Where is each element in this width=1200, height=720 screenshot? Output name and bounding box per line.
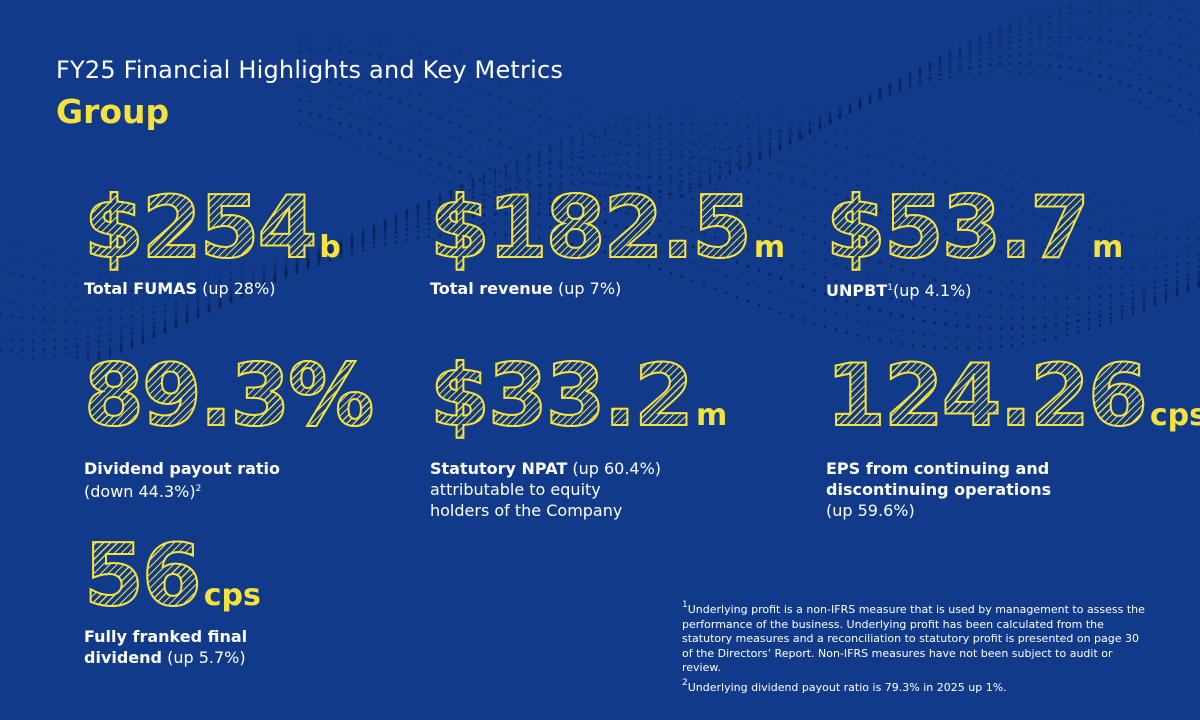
metric-value-row: 124.26 cps bbox=[825, 346, 1200, 446]
metric-value: $182.5 bbox=[429, 178, 753, 278]
metric-label-bold-line2: dividend bbox=[84, 648, 162, 667]
page-subtitle: Group bbox=[56, 92, 170, 131]
metric-value-row: $33.2 m bbox=[429, 346, 770, 446]
metric-label-bold: UNPBT bbox=[826, 281, 888, 300]
metric-label-bold: Fully franked final bbox=[84, 627, 248, 646]
metric-statutory-npat: $33.2 m Statutory NPAT (up 60.4%) attribu… bbox=[429, 346, 770, 521]
metric-label: Total FUMAS (up 28%) bbox=[84, 278, 424, 299]
metric-value-row: 56 cps bbox=[83, 526, 424, 626]
metric-label-rest: (up 60.4%) bbox=[567, 459, 662, 478]
footnote-2: 2Underlying dividend payout ratio is 79.… bbox=[682, 676, 1152, 696]
metric-value: $254 bbox=[83, 178, 318, 278]
metric-dividend-payout-ratio: 89.3% Dividend payout ratio (down 44.3%)… bbox=[83, 346, 424, 502]
metric-label: UNPBT1(up 4.1%) bbox=[826, 278, 1166, 301]
metric-label-line3: (up 59.6%) bbox=[826, 501, 915, 520]
metric-value-row: $254 b bbox=[83, 178, 424, 278]
metric-label-bold: Total FUMAS bbox=[84, 279, 198, 298]
footnote-1-text: Underlying profit is a non-IFRS measure … bbox=[682, 603, 1145, 674]
metric-unit: m bbox=[1092, 230, 1124, 265]
metric-label-bold: Dividend payout ratio bbox=[84, 459, 280, 478]
metric-value: 124.26 bbox=[825, 346, 1149, 446]
footnote-marker-1: 1 bbox=[682, 600, 688, 610]
metric-label: Fully franked final dividend (up 5.7%) bbox=[84, 626, 424, 668]
metric-label: Total revenue (up 7%) bbox=[430, 278, 770, 299]
metric-value: 89.3% bbox=[83, 346, 375, 446]
metric-value: 56 bbox=[83, 526, 203, 626]
metric-label-line2: (down 44.3%) bbox=[84, 482, 196, 501]
metric-unit: cps bbox=[203, 578, 261, 613]
metric-label-rest: (up 28%) bbox=[197, 279, 276, 298]
dot-pattern bbox=[0, 0, 1200, 361]
metric-label-bold: Total revenue bbox=[430, 279, 553, 298]
metric-total-fumas: $254 b Total FUMAS (up 28%) bbox=[83, 178, 424, 299]
metric-label: Dividend payout ratio (down 44.3%)2 bbox=[84, 458, 424, 502]
metric-total-revenue: $182.5 m Total revenue (up 7%) bbox=[429, 178, 785, 299]
metric-label-line2: attributable to equity bbox=[430, 480, 601, 499]
footnotes: 1Underlying profit is a non-IFRS measure… bbox=[682, 598, 1152, 695]
metric-unit: m bbox=[696, 398, 728, 433]
metric-value-row: $182.5 m bbox=[429, 178, 785, 278]
metric-value: $33.2 bbox=[429, 346, 695, 446]
metric-unit: b bbox=[319, 230, 341, 265]
metric-unpbt: $53.7 m UNPBT1(up 4.1%) bbox=[825, 178, 1166, 301]
metric-unit: m bbox=[753, 230, 786, 265]
metric-label-rest: (up 4.1%) bbox=[892, 281, 972, 300]
metric-label-line3: holders of the Company bbox=[430, 501, 623, 520]
footnote-ref-2: 2 bbox=[195, 484, 202, 494]
metric-label: EPS from continuing and discontinuing op… bbox=[826, 458, 1186, 521]
metric-label-rest: (up 7%) bbox=[552, 279, 622, 298]
metric-label-bold-line2: discontinuing operations bbox=[826, 480, 1052, 499]
footnote-marker-2: 2 bbox=[682, 677, 688, 688]
metric-unit: cps bbox=[1149, 398, 1200, 433]
metric-final-dividend: 56 cps Fully franked final dividend (up 5… bbox=[83, 526, 424, 668]
metric-value: $53.7 bbox=[825, 178, 1091, 278]
footnote-1: 1Underlying profit is a non-IFRS measure… bbox=[682, 598, 1152, 676]
metric-label-bold: EPS from continuing and bbox=[826, 459, 1050, 478]
metric-value-row: 89.3% bbox=[83, 346, 424, 446]
metric-label-bold: Statutory NPAT bbox=[430, 459, 568, 478]
metric-eps: 124.26 cps EPS from continuing and discon… bbox=[825, 346, 1200, 521]
metric-label: Statutory NPAT (up 60.4%) attributable t… bbox=[430, 458, 770, 521]
metric-value-row: $53.7 m bbox=[825, 178, 1166, 278]
footnote-ref-1: 1 bbox=[887, 283, 893, 293]
page-title: FY25 Financial Highlights and Key Metric… bbox=[56, 56, 564, 84]
metric-label-rest-line2: (up 5.7%) bbox=[162, 648, 246, 667]
footnote-2-text: Underlying dividend payout ratio is 79.3… bbox=[687, 680, 1007, 694]
